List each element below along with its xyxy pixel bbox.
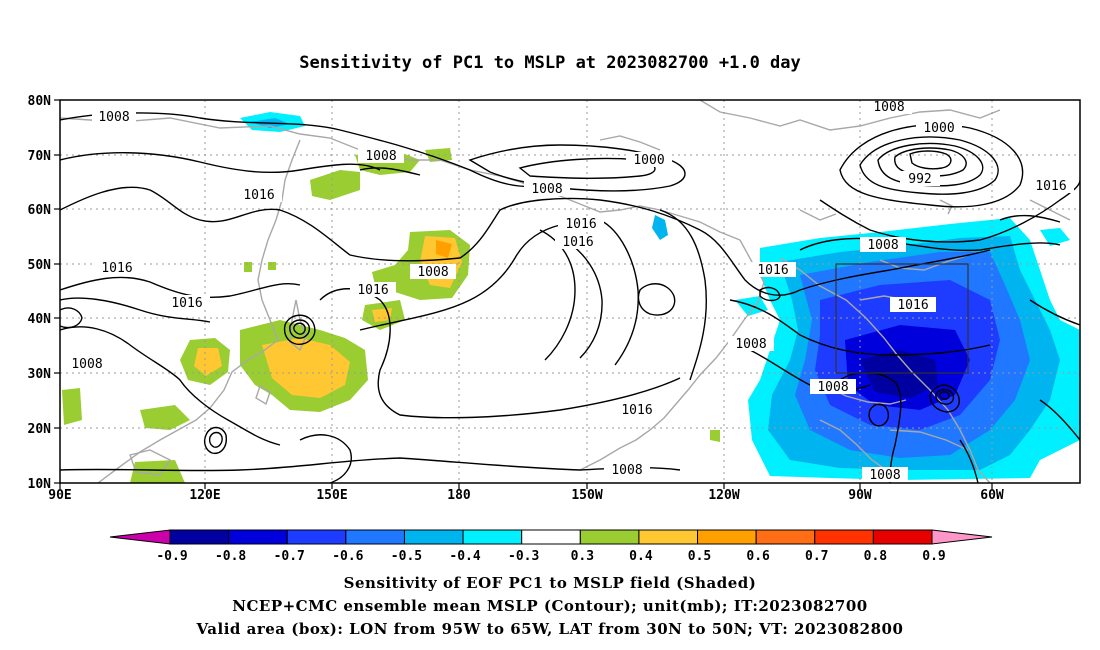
latitude-labels: 80N 70N 60N 50N 40N 30N 20N 10N [28,94,52,492]
colorbar-swatch [462,529,523,545]
lat-label: 10N [28,477,52,492]
colorbar-label: -0.6 [332,549,363,564]
colorbar-label: -0.3 [508,549,539,564]
caption-line-3: Valid area (box): LON from 95W to 65W, L… [196,620,904,638]
lat-label: 60N [28,203,52,218]
lon-label: 150W [571,488,602,503]
contour-label: 1016 [897,298,928,313]
contour-label: 1016 [101,261,132,276]
lat-label: 80N [28,94,52,109]
lat-label: 70N [28,149,52,164]
colorbar-swatch [169,529,230,545]
colorbar-swatch [579,529,640,545]
colorbar-swatch [228,529,288,545]
lon-label: 90W [848,488,872,503]
colorbar-label: -0.8 [215,549,246,564]
contour-label: 1016 [562,235,593,250]
contour-label: 1000 [633,153,664,168]
contour-label: 992 [908,172,931,187]
colorbar-label: 0.7 [805,549,828,564]
contour-label: 1008 [869,468,900,483]
contour-label: 1016 [1035,179,1066,194]
colorbar-label: 0.3 [571,549,594,564]
contour-label: 1016 [565,217,596,232]
contour-label: 1008 [365,149,396,164]
negative-sensitivity-shading [240,112,1080,480]
lat-label: 30N [28,367,52,382]
lon-label: 120W [708,488,739,503]
colorbar-swatch [638,529,699,545]
longitude-labels: 90E 120E 150E 180 150W 120W 90W 60W [48,488,1004,503]
isobars [60,112,1080,483]
contour-label: 1008 [71,357,102,372]
colorbar-swatch [403,529,464,545]
map-panel: 1008 1008 1016 1008 1000 1008 1016 1016 … [28,94,1081,503]
lon-label: 180 [447,488,471,503]
lon-label: 150E [316,488,347,503]
colorbar-swatch [755,529,816,545]
colorbar-label: -0.9 [156,549,187,564]
contour-labels: 1008 1008 1016 1008 1000 1008 1016 1016 … [64,100,1074,483]
contour-label: 1008 [873,100,904,115]
colorbar-label: -0.5 [391,549,422,564]
contour-label: 1016 [171,296,202,311]
colorbar: -0.9 -0.8 -0.7 -0.6 -0.5 -0.4 -0.3 0.3 0.4 0.5 0.6… [109,529,993,564]
caption-line-1: Sensitivity of EOF PC1 to MSLP field (Sh… [344,574,757,592]
colorbar-swatch [814,529,874,545]
colorbar-swatch [521,529,581,545]
colorbar-arrow-high [931,529,993,545]
colorbar-swatch [697,529,757,545]
colorbar-label: 0.4 [629,549,653,564]
axis-ticks [54,99,993,489]
contour-label: 1016 [357,283,388,298]
lat-label: 40N [28,312,52,327]
contour-label: 1008 [735,337,766,352]
colorbar-label: -0.4 [449,549,480,564]
contour-label: 1008 [531,182,562,197]
contour-label: 1008 [417,265,448,280]
colorbar-label: 0.8 [864,549,888,564]
colorbar-arrow-low [109,529,171,545]
contour-label: 1008 [611,463,642,478]
colorbar-swatch [345,529,405,545]
colorbar-swatch [872,529,933,545]
lat-label: 50N [28,258,52,273]
contour-label: 1008 [817,380,848,395]
caption-line-2: NCEP+CMC ensemble mean MSLP (Contour); u… [232,597,868,615]
lon-label: 120E [189,488,220,503]
colorbar-label: 0.5 [688,549,711,564]
contour-label: 1000 [923,121,954,136]
contour-label: 1016 [757,263,788,278]
lon-label: 90E [48,488,71,503]
colorbar-swatch [286,529,347,545]
valid-area-box [835,263,969,374]
contour-label: 1016 [243,188,274,203]
contour-label: 1008 [98,110,129,125]
colorbar-label: 0.6 [746,549,770,564]
contour-label: 1016 [621,403,652,418]
lat-label: 20N [28,422,52,437]
contour-label: 1008 [867,238,898,253]
lon-label: 60W [980,488,1004,503]
colorbar-label: 0.9 [922,549,945,564]
map-title: Sensitivity of PC1 to MSLP at 2023082700… [299,53,801,73]
map-frame [59,99,1081,484]
colorbar-label: -0.7 [274,549,305,564]
